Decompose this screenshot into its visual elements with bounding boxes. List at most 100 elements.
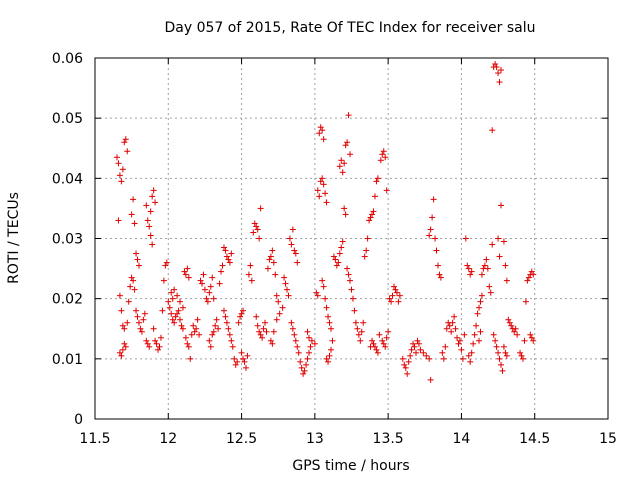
data-point bbox=[326, 319, 333, 326]
data-point bbox=[502, 349, 509, 356]
data-point bbox=[270, 328, 277, 335]
data-point bbox=[124, 148, 131, 155]
data-point bbox=[327, 346, 334, 353]
data-point bbox=[267, 253, 274, 260]
data-point bbox=[360, 319, 367, 326]
data-point bbox=[364, 235, 371, 242]
data-point bbox=[339, 169, 346, 176]
data-point bbox=[149, 241, 156, 248]
data-point bbox=[130, 277, 137, 284]
data-point bbox=[512, 325, 519, 332]
data-point bbox=[201, 286, 208, 293]
data-point bbox=[223, 319, 230, 326]
data-point bbox=[458, 346, 465, 353]
data-point bbox=[518, 352, 525, 359]
data-point bbox=[361, 253, 368, 260]
data-point bbox=[433, 247, 440, 254]
data-point bbox=[248, 277, 255, 284]
data-point bbox=[459, 355, 466, 362]
data-point bbox=[374, 175, 381, 182]
data-point bbox=[393, 289, 400, 296]
data-point bbox=[152, 199, 159, 206]
data-point bbox=[465, 352, 472, 359]
data-point bbox=[503, 277, 510, 284]
data-point bbox=[530, 337, 537, 344]
data-point bbox=[391, 283, 398, 290]
data-point bbox=[143, 202, 150, 209]
data-point bbox=[135, 319, 142, 326]
data-point bbox=[269, 247, 276, 254]
data-point bbox=[399, 355, 406, 362]
data-point bbox=[327, 325, 334, 332]
data-point bbox=[423, 352, 430, 359]
data-point bbox=[242, 364, 249, 371]
data-point bbox=[351, 307, 358, 314]
data-point bbox=[498, 361, 505, 368]
data-point bbox=[349, 295, 356, 302]
y-axis-label: ROTI / TECUs bbox=[6, 192, 22, 284]
data-point bbox=[405, 358, 412, 365]
data-point bbox=[339, 238, 346, 245]
data-point bbox=[250, 229, 257, 236]
x-tick-label: 14 bbox=[453, 431, 471, 447]
data-point bbox=[478, 271, 485, 278]
data-point bbox=[168, 310, 175, 317]
data-point bbox=[320, 136, 327, 143]
data-point bbox=[240, 355, 247, 362]
data-point bbox=[244, 352, 251, 359]
data-point bbox=[341, 160, 348, 167]
data-point bbox=[118, 178, 125, 185]
data-point bbox=[335, 259, 342, 266]
data-point bbox=[484, 265, 491, 272]
data-point bbox=[492, 61, 499, 68]
data-point bbox=[371, 343, 378, 350]
data-point bbox=[313, 289, 320, 296]
data-point bbox=[347, 277, 354, 284]
data-point bbox=[363, 247, 370, 254]
data-point bbox=[332, 256, 339, 263]
data-point bbox=[294, 343, 301, 350]
data-point bbox=[498, 202, 505, 209]
data-point bbox=[455, 340, 462, 347]
x-tick-label: 13.5 bbox=[373, 431, 404, 447]
data-point bbox=[184, 265, 191, 272]
data-point bbox=[240, 307, 247, 314]
data-point bbox=[489, 127, 496, 134]
data-point bbox=[345, 112, 352, 119]
data-point bbox=[407, 352, 414, 359]
data-point bbox=[209, 274, 216, 281]
data-point bbox=[471, 331, 478, 338]
data-point bbox=[517, 349, 524, 356]
data-point bbox=[285, 292, 292, 299]
data-point bbox=[241, 358, 248, 365]
data-point bbox=[525, 274, 532, 281]
data-point bbox=[437, 274, 444, 281]
x-tick-label: 15 bbox=[599, 431, 617, 447]
data-point bbox=[169, 316, 176, 323]
plot-frame bbox=[94, 57, 609, 420]
data-point bbox=[188, 331, 195, 338]
data-point bbox=[370, 340, 377, 347]
data-point bbox=[528, 334, 535, 341]
data-point bbox=[420, 349, 427, 356]
data-point bbox=[477, 298, 484, 305]
data-point bbox=[210, 328, 217, 335]
data-point bbox=[311, 340, 318, 347]
data-point bbox=[500, 238, 507, 245]
data-point bbox=[379, 337, 386, 344]
data-point bbox=[171, 286, 178, 293]
data-point bbox=[289, 325, 296, 332]
data-point bbox=[150, 187, 157, 194]
data-point bbox=[174, 292, 181, 299]
data-point bbox=[386, 295, 393, 302]
data-point bbox=[253, 313, 260, 320]
data-point bbox=[166, 304, 173, 311]
data-point bbox=[251, 220, 258, 227]
data-point bbox=[119, 346, 126, 353]
data-point bbox=[389, 292, 396, 299]
data-point bbox=[521, 337, 528, 344]
data-point bbox=[330, 253, 337, 260]
data-point bbox=[222, 247, 229, 254]
